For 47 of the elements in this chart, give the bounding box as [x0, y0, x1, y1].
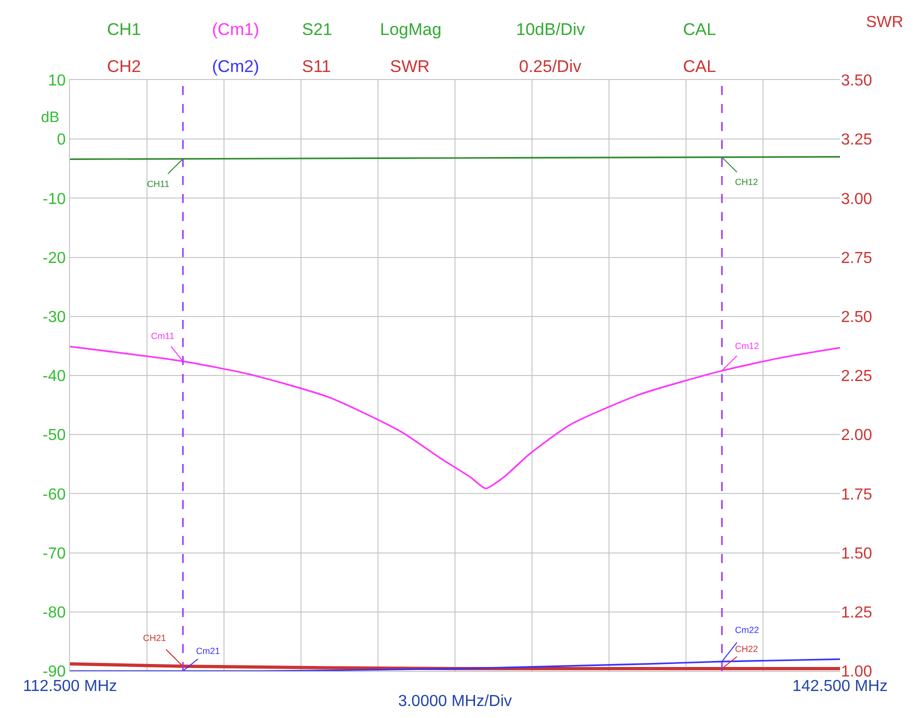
y2-tick-label: 2.00 — [841, 427, 872, 444]
annotation: Cm22 — [735, 625, 760, 635]
y-tick-label: 0 — [56, 132, 66, 149]
text: S21 — [302, 20, 332, 39]
text: CAL — [683, 20, 716, 39]
y-tick-label: 10 — [48, 72, 66, 90]
x-tick-label: 142.500 MHz — [792, 678, 888, 696]
y-tick-label: -60 — [42, 486, 66, 504]
y2-tick-label: 2.25 — [841, 368, 872, 386]
text: (Cm2) — [212, 57, 260, 76]
annotation: CH12 — [735, 177, 758, 187]
y2-tick-label: 1.00 — [841, 664, 872, 681]
text: CAL — [683, 57, 716, 76]
y-axis-title: dB — [41, 109, 60, 126]
annotation: CH21 — [143, 633, 166, 643]
y-tick-label: -20 — [42, 250, 66, 267]
text: (Cm1) — [212, 20, 260, 39]
annotation: Cm12 — [735, 341, 760, 351]
y2-axis-title: SWR — [866, 14, 904, 31]
y-tick-label: -80 — [42, 604, 66, 622]
x-tick-label: 112.500 MHz — [23, 678, 117, 696]
y2-tick-label: 3.50 — [841, 72, 872, 90]
y2-tick-label: 1.50 — [841, 545, 872, 562]
y2-tick-label: 3.00 — [841, 190, 872, 208]
y2-tick-label: 1.75 — [841, 486, 872, 504]
y-tick-label: -70 — [42, 545, 66, 562]
y2-tick-label: 3.25 — [841, 132, 872, 149]
text: LogMag — [380, 20, 442, 39]
text: S11 — [302, 57, 331, 76]
text: 0.25/Div — [519, 57, 582, 76]
y2-tick-label: 2.50 — [841, 309, 872, 326]
y2-tick-label: 1.25 — [841, 604, 872, 622]
y-tick-label: -10 — [42, 190, 66, 208]
x-axis-title: 3.0000 MHz/Div — [398, 692, 512, 710]
text: CH1 — [107, 20, 142, 39]
y2-tick-label: 2.75 — [841, 250, 872, 267]
annotation: CH22 — [735, 644, 758, 654]
y-tick-label: -50 — [42, 427, 66, 444]
annotation: Cm21 — [196, 646, 220, 656]
y-tick-label: -90 — [42, 664, 66, 681]
text: 10dB/Div — [516, 20, 586, 39]
text: SWR — [390, 57, 430, 76]
y-tick-label: -40 — [42, 368, 66, 386]
y-tick-label: -30 — [42, 309, 66, 326]
text: CH2 — [107, 57, 142, 76]
annotation: CH11 — [147, 179, 170, 189]
annotation: Cm11 — [151, 331, 174, 341]
